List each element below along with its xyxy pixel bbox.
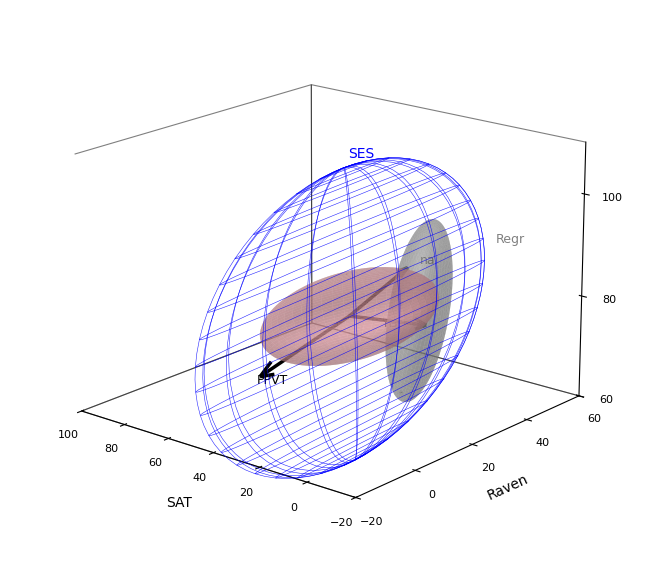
- X-axis label: SAT: SAT: [166, 496, 192, 510]
- Y-axis label: Raven: Raven: [485, 472, 531, 503]
